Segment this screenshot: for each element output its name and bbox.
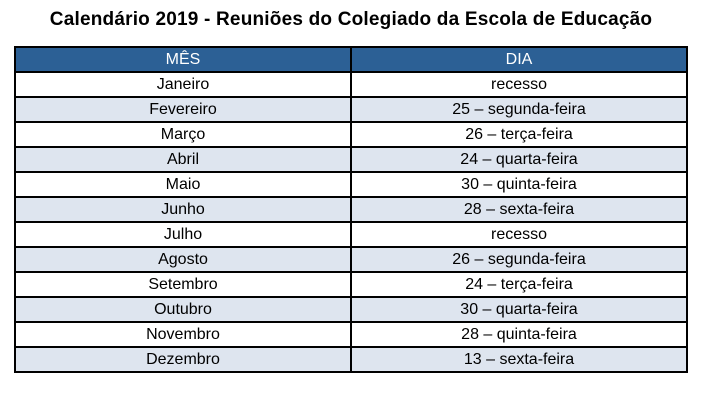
table-row: Junho 28 – sexta-feira — [14, 196, 688, 223]
cell-dia: recesso — [350, 71, 688, 98]
cell-dia: 30 – quinta-feira — [350, 171, 688, 198]
cell-mes: Maio — [14, 171, 352, 198]
cell-dia: 26 – terça-feira — [350, 121, 688, 148]
cell-mes: Abril — [14, 146, 352, 173]
cell-mes: Novembro — [14, 321, 352, 348]
cell-dia: 28 – quinta-feira — [350, 321, 688, 348]
cell-mes: Fevereiro — [14, 96, 352, 123]
cell-mes: Junho — [14, 196, 352, 223]
header-cell-dia: DIA — [350, 46, 688, 73]
calendar-table: MÊS DIA Janeiro recesso Fevereiro 25 – s… — [14, 46, 688, 373]
cell-mes: Dezembro — [14, 346, 352, 373]
cell-dia: recesso — [350, 221, 688, 248]
table-row: Setembro 24 – terça-feira — [14, 271, 688, 298]
cell-mes: Outubro — [14, 296, 352, 323]
cell-mes: Agosto — [14, 246, 352, 273]
table-row: Fevereiro 25 – segunda-feira — [14, 96, 688, 123]
table-row: Abril 24 – quarta-feira — [14, 146, 688, 173]
page-title: Calendário 2019 - Reuniões do Colegiado … — [49, 9, 653, 30]
table-row: Julho recesso — [14, 221, 688, 248]
cell-dia: 28 – sexta-feira — [350, 196, 688, 223]
cell-dia: 30 – quarta-feira — [350, 296, 688, 323]
header-cell-mes: MÊS — [14, 46, 352, 73]
cell-mes: Março — [14, 121, 352, 148]
table-row: Janeiro recesso — [14, 71, 688, 98]
table-row: Março 26 – terça-feira — [14, 121, 688, 148]
cell-mes: Julho — [14, 221, 352, 248]
table-row: Agosto 26 – segunda-feira — [14, 246, 688, 273]
cell-dia: 13 – sexta-feira — [350, 346, 688, 373]
cell-dia: 24 – quarta-feira — [350, 146, 688, 173]
cell-dia: 24 – terça-feira — [350, 271, 688, 298]
table-row: Dezembro 13 – sexta-feira — [14, 346, 688, 373]
cell-dia: 26 – segunda-feira — [350, 246, 688, 273]
table-header-row: MÊS DIA — [14, 46, 688, 73]
table-row: Outubro 30 – quarta-feira — [14, 296, 688, 323]
cell-mes: Janeiro — [14, 71, 352, 98]
table-row: Maio 30 – quinta-feira — [14, 171, 688, 198]
table-row: Novembro 28 – quinta-feira — [14, 321, 688, 348]
cell-dia: 25 – segunda-feira — [350, 96, 688, 123]
cell-mes: Setembro — [14, 271, 352, 298]
